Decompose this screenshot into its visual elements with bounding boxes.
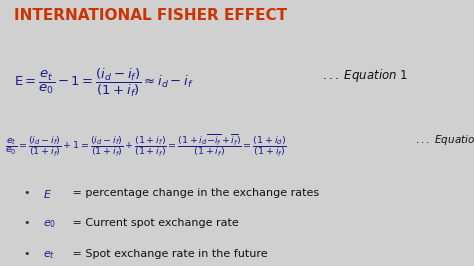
Text: INTERNATIONAL FISHER EFFECT: INTERNATIONAL FISHER EFFECT — [14, 8, 287, 23]
Text: $e_0$: $e_0$ — [43, 218, 56, 230]
Text: •: • — [24, 218, 30, 228]
Text: = Spot exchange rate in the future: = Spot exchange rate in the future — [69, 249, 267, 259]
Text: $\mathit{...\ Equation\ 2}$: $\mathit{...\ Equation\ 2}$ — [415, 133, 474, 147]
Text: $\mathrm{E} = \dfrac{e_t}{e_0} - 1 = \dfrac{(i_d - i_f)}{(1+i_f)} \approx i_d - : $\mathrm{E} = \dfrac{e_t}{e_0} - 1 = \df… — [14, 66, 194, 99]
Text: $e_t$: $e_t$ — [43, 249, 55, 260]
Text: •: • — [24, 188, 30, 198]
Text: = percentage change in the exchange rates: = percentage change in the exchange rate… — [69, 188, 319, 198]
Text: = Current spot exchange rate: = Current spot exchange rate — [69, 218, 238, 228]
Text: $E$: $E$ — [43, 188, 52, 200]
Text: $\mathit{...\ Equation\ 1}$: $\mathit{...\ Equation\ 1}$ — [322, 66, 409, 84]
Text: $\dfrac{e_t}{e_0} = \dfrac{(i_d - i_f)}{(1+i_f)} + 1 = \dfrac{(i_d - i_f)}{(1+i_: $\dfrac{e_t}{e_0} = \dfrac{(i_d - i_f)}{… — [5, 133, 287, 159]
Text: •: • — [24, 249, 30, 259]
